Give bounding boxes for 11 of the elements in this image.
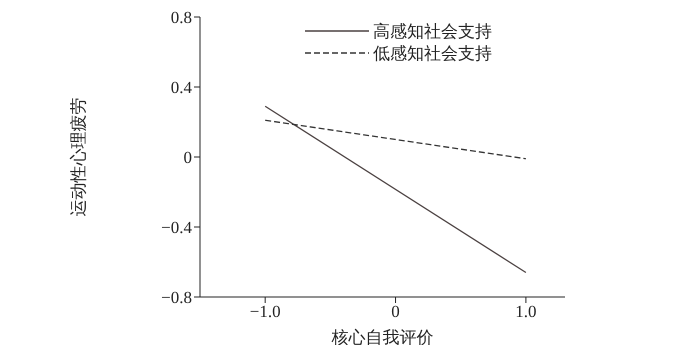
x-tick-label: 0 bbox=[391, 302, 400, 322]
x-tick-label: 1.0 bbox=[515, 302, 537, 322]
legend-label: 低感知社会支持 bbox=[373, 42, 492, 64]
y-tick-label: 0.8 bbox=[170, 8, 192, 28]
y-tick-label: 0.4 bbox=[170, 78, 192, 98]
legend-label: 高感知社会支持 bbox=[373, 20, 492, 42]
y-tick-label: 0 bbox=[184, 148, 192, 168]
y-tick-label: −0.8 bbox=[161, 288, 192, 308]
y-tick-label: −0.4 bbox=[161, 218, 192, 238]
x-tick-label: −1.0 bbox=[250, 302, 281, 322]
y-axis-title: 运动性心理疲劳 bbox=[69, 98, 88, 216]
